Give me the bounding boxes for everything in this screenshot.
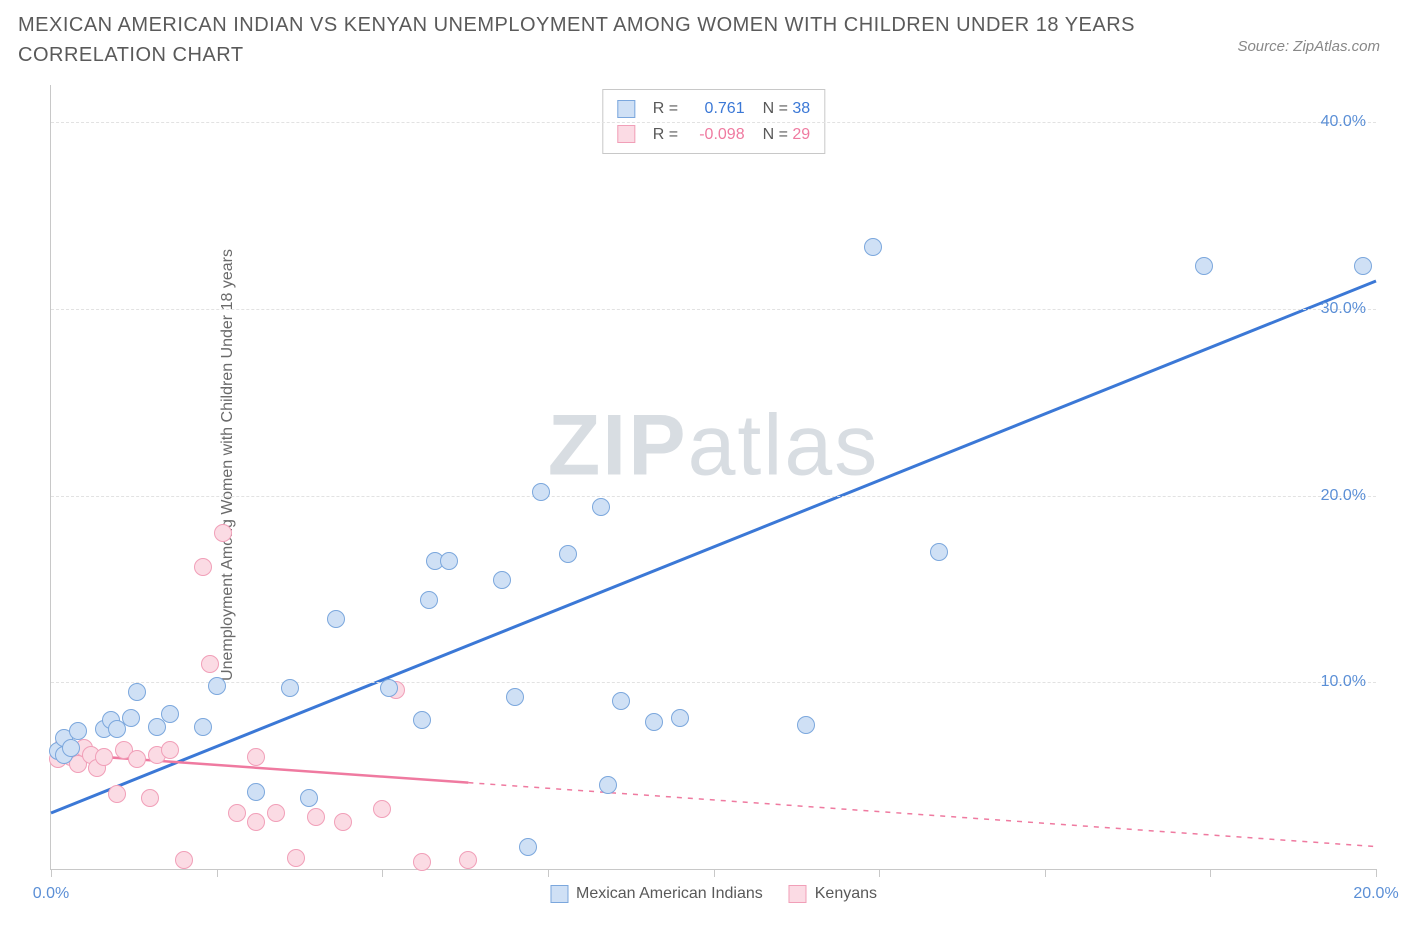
data-point-blue	[612, 692, 630, 710]
y-tick-label: 30.0%	[1321, 300, 1366, 318]
x-tick	[1210, 869, 1211, 877]
data-point-blue	[194, 718, 212, 736]
data-point-blue	[930, 543, 948, 561]
x-tick	[217, 869, 218, 877]
data-point-blue	[671, 709, 689, 727]
data-point-blue	[69, 722, 87, 740]
data-point-blue	[1354, 257, 1372, 275]
x-tick	[714, 869, 715, 877]
x-tick	[382, 869, 383, 877]
data-point-pink	[459, 851, 477, 869]
y-tick-label: 20.0%	[1321, 487, 1366, 505]
data-point-pink	[373, 800, 391, 818]
data-point-blue	[1195, 257, 1213, 275]
y-tick-label: 10.0%	[1321, 673, 1366, 691]
gridline-h	[51, 122, 1376, 123]
x-tick-label: 20.0%	[1353, 885, 1398, 903]
data-point-pink	[128, 750, 146, 768]
data-point-blue	[864, 238, 882, 256]
data-point-pink	[108, 785, 126, 803]
gridline-h	[51, 309, 1376, 310]
data-point-blue	[62, 739, 80, 757]
data-point-pink	[287, 849, 305, 867]
chart-title: MEXICAN AMERICAN INDIAN VS KENYAN UNEMPL…	[18, 10, 1237, 70]
data-point-pink	[307, 808, 325, 826]
data-point-blue	[208, 677, 226, 695]
legend-swatch-pink	[789, 885, 807, 903]
data-point-blue	[413, 711, 431, 729]
legend: Mexican American Indians Kenyans	[550, 885, 877, 903]
swatch-pink	[617, 125, 635, 143]
data-point-blue	[440, 552, 458, 570]
x-tick	[548, 869, 549, 877]
data-point-pink	[247, 748, 265, 766]
data-point-blue	[128, 683, 146, 701]
x-tick	[879, 869, 880, 877]
data-point-blue	[797, 716, 815, 734]
data-point-blue	[559, 545, 577, 563]
data-point-blue	[493, 571, 511, 589]
data-point-blue	[519, 838, 537, 856]
gridline-h	[51, 496, 1376, 497]
data-point-blue	[380, 679, 398, 697]
data-point-blue	[247, 783, 265, 801]
legend-item-blue: Mexican American Indians	[550, 885, 763, 903]
data-point-pink	[228, 804, 246, 822]
chart-plot-area: ZIPatlas R = 0.761 N = 38 R = -0.098 N =…	[50, 85, 1376, 870]
data-point-blue	[532, 483, 550, 501]
data-point-pink	[141, 789, 159, 807]
data-point-pink	[161, 741, 179, 759]
data-point-blue	[148, 718, 166, 736]
data-point-pink	[413, 853, 431, 871]
data-point-pink	[175, 851, 193, 869]
data-point-pink	[267, 804, 285, 822]
data-point-blue	[122, 709, 140, 727]
data-point-blue	[599, 776, 617, 794]
data-point-pink	[194, 558, 212, 576]
data-point-pink	[214, 524, 232, 542]
source-attribution: Source: ZipAtlas.com	[1237, 10, 1388, 55]
data-point-blue	[592, 498, 610, 516]
legend-item-pink: Kenyans	[789, 885, 877, 903]
x-tick	[1045, 869, 1046, 877]
data-point-blue	[420, 591, 438, 609]
x-tick-label: 0.0%	[33, 885, 69, 903]
stats-row-pink: R = -0.098 N = 29	[617, 122, 810, 148]
data-point-pink	[247, 813, 265, 831]
x-tick	[1376, 869, 1377, 877]
data-point-blue	[161, 705, 179, 723]
data-point-pink	[201, 655, 219, 673]
data-point-blue	[645, 713, 663, 731]
y-tick-label: 40.0%	[1321, 113, 1366, 131]
trend-line	[51, 281, 1376, 813]
data-point-blue	[506, 688, 524, 706]
data-point-blue	[281, 679, 299, 697]
data-point-pink	[95, 748, 113, 766]
gridline-h	[51, 682, 1376, 683]
swatch-blue	[617, 100, 635, 118]
x-tick	[51, 869, 52, 877]
data-point-blue	[327, 610, 345, 628]
stats-row-blue: R = 0.761 N = 38	[617, 96, 810, 122]
data-point-blue	[300, 789, 318, 807]
data-point-pink	[334, 813, 352, 831]
legend-swatch-blue	[550, 885, 568, 903]
